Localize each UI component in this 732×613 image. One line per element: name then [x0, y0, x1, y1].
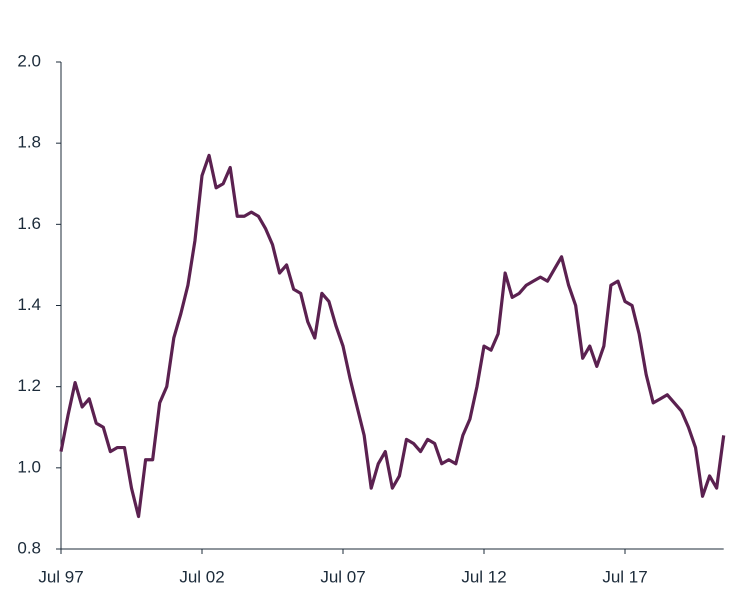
y-tick-label: 1.8: [17, 133, 41, 152]
y-tick-label: 0.8: [17, 538, 41, 557]
x-tick-label: Jul 97: [38, 567, 83, 586]
y-tick-label: 1.2: [17, 376, 41, 395]
x-tick-label: Jul 12: [461, 567, 506, 586]
x-tick-label: Jul 17: [602, 567, 647, 586]
x-tick-label: Jul 02: [179, 567, 224, 586]
y-tick-label: 2.0: [17, 51, 41, 70]
x-tick-label: Jul 07: [320, 567, 365, 586]
y-tick-label: 1.4: [17, 295, 41, 314]
y-tick-label: 1.6: [17, 214, 41, 233]
data-line: [59, 153, 726, 519]
y-tick-label: 1.0: [17, 457, 41, 476]
